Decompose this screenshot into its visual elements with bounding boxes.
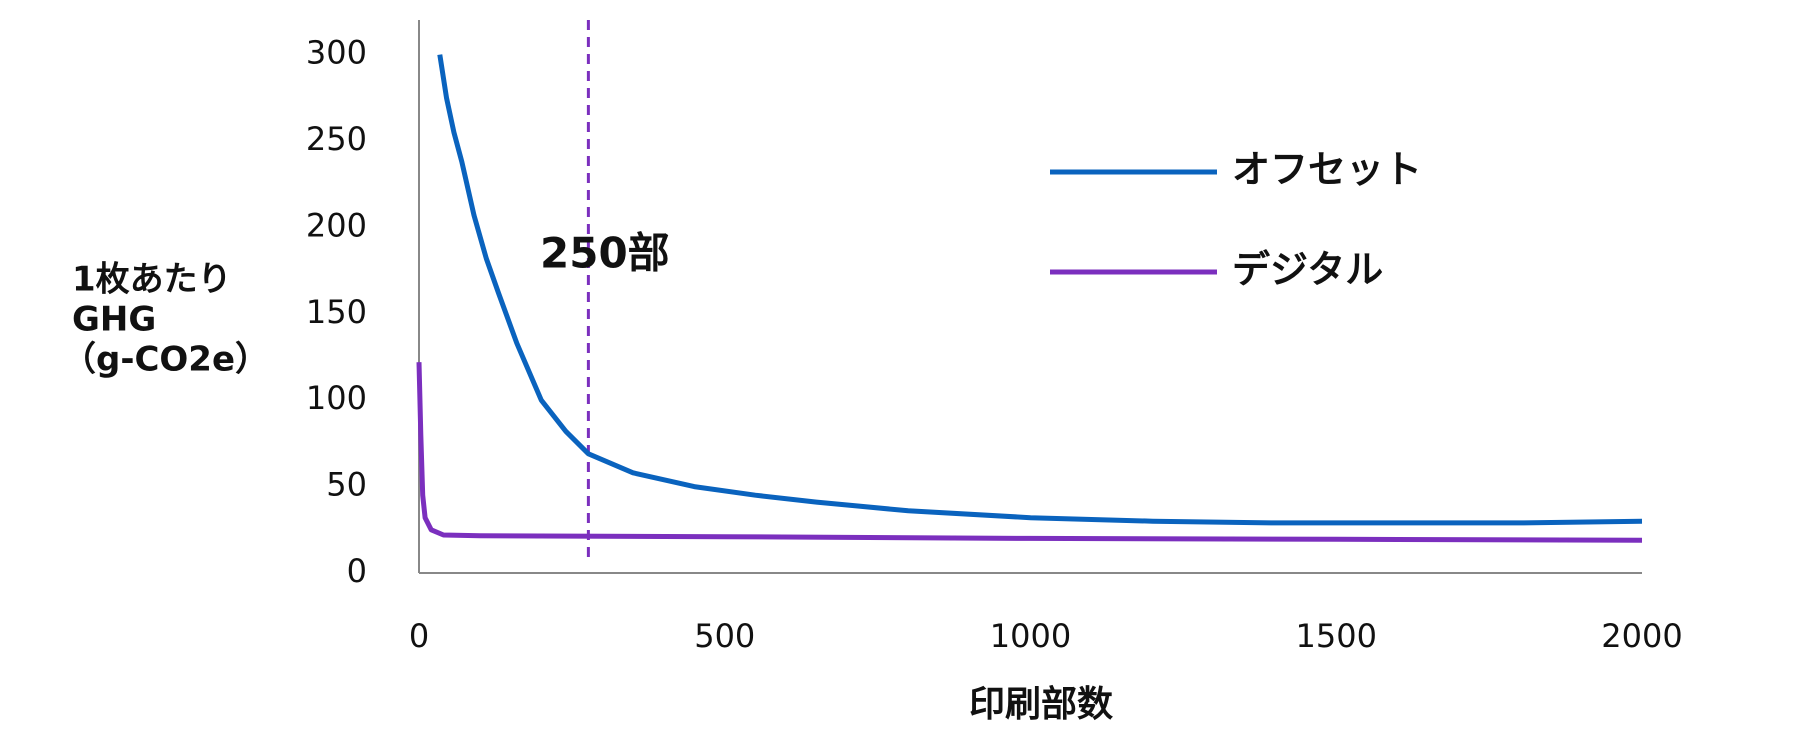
legend-label: デジタル: [1232, 248, 1383, 292]
y-axis-label: GHG: [72, 300, 156, 340]
y-tick-label: 100: [306, 379, 367, 417]
y-tick-label: 150: [306, 293, 367, 331]
y-axis-label: 1枚あたり: [72, 260, 232, 300]
y-tick-label: 250: [306, 120, 367, 158]
series-line: [437, 54, 1643, 526]
x-tick-label: 2000: [1601, 617, 1682, 655]
x-tick-label: 0: [409, 617, 429, 655]
legend-label: オフセット: [1232, 148, 1422, 192]
x-tick-label: 1000: [990, 617, 1071, 655]
y-tick-label: 50: [326, 466, 367, 504]
annotation-label: 250部: [540, 229, 670, 278]
y-axis-label: （g-CO2e）: [62, 340, 269, 380]
y-tick-label: 0: [347, 552, 367, 590]
series-line: [416, 362, 1643, 543]
x-tick-label: 1500: [1296, 617, 1377, 655]
y-tick-label: 300: [306, 34, 367, 72]
x-axis-label: 印刷部数: [969, 684, 1113, 725]
y-tick-label: 200: [306, 206, 367, 244]
x-tick-label: 500: [694, 617, 755, 655]
